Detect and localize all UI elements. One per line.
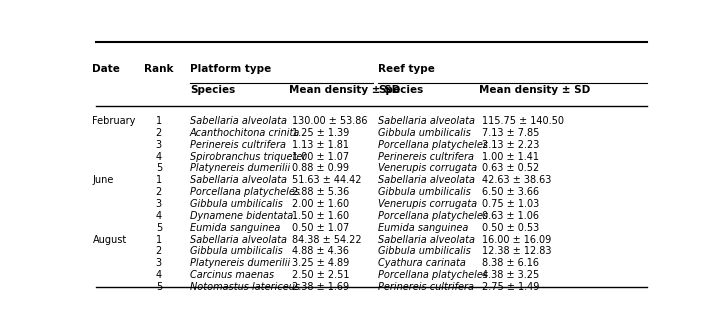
Text: Porcellana platycheles: Porcellana platycheles: [378, 270, 488, 280]
Text: Venerupis corrugata: Venerupis corrugata: [378, 163, 477, 173]
Text: Sabellaria alveolata: Sabellaria alveolata: [378, 175, 475, 185]
Text: 1.00 ± 1.41: 1.00 ± 1.41: [482, 151, 539, 162]
Text: 1.50 ± 1.60: 1.50 ± 1.60: [292, 211, 349, 221]
Text: 3: 3: [156, 140, 162, 150]
Text: Sabellaria alveolata: Sabellaria alveolata: [378, 116, 475, 126]
Text: Porcellana platycheles: Porcellana platycheles: [190, 187, 300, 197]
Text: 5: 5: [156, 163, 162, 173]
Text: Perinereis cultrifera: Perinereis cultrifera: [378, 282, 474, 292]
Text: Notomastus latericeus: Notomastus latericeus: [190, 282, 300, 292]
Text: Gibbula umbilicalis: Gibbula umbilicalis: [190, 247, 283, 256]
Text: 2.13 ± 2.23: 2.13 ± 2.23: [482, 140, 539, 150]
Text: 0.63 ± 1.06: 0.63 ± 1.06: [482, 211, 539, 221]
Text: 4: 4: [156, 151, 162, 162]
Text: 51.63 ± 44.42: 51.63 ± 44.42: [292, 175, 361, 185]
Text: 0.50 ± 1.07: 0.50 ± 1.07: [292, 223, 349, 233]
Text: 1: 1: [156, 116, 162, 126]
Text: 3: 3: [156, 258, 162, 268]
Text: Eumida sanguinea: Eumida sanguinea: [378, 223, 469, 233]
Text: 3.25 ± 4.89: 3.25 ± 4.89: [292, 258, 349, 268]
Text: 0.63 ± 0.52: 0.63 ± 0.52: [482, 163, 539, 173]
Text: Platynereis dumerilii: Platynereis dumerilii: [190, 258, 290, 268]
Text: Perinereis cultrifera: Perinereis cultrifera: [190, 140, 286, 150]
Text: Porcellana platycheles: Porcellana platycheles: [378, 140, 488, 150]
Text: Venerupis corrugata: Venerupis corrugata: [378, 199, 477, 209]
Text: Porcellana platycheles: Porcellana platycheles: [378, 211, 488, 221]
Text: 1.13 ± 1.81: 1.13 ± 1.81: [292, 140, 349, 150]
Text: Spirobranchus triqueter: Spirobranchus triqueter: [190, 151, 306, 162]
Text: 1: 1: [156, 235, 162, 245]
Text: Platform type: Platform type: [190, 64, 271, 74]
Text: Reef type: Reef type: [378, 64, 435, 74]
Text: Gibbula umbilicalis: Gibbula umbilicalis: [378, 128, 471, 138]
Text: Gibbula umbilicalis: Gibbula umbilicalis: [378, 247, 471, 256]
Text: 3: 3: [156, 199, 162, 209]
Text: 0.50 ± 0.53: 0.50 ± 0.53: [482, 223, 539, 233]
Text: June: June: [92, 175, 114, 185]
Text: Gibbula umbilicalis: Gibbula umbilicalis: [190, 199, 283, 209]
Text: 4.88 ± 4.36: 4.88 ± 4.36: [292, 247, 349, 256]
Text: 2.00 ± 1.60: 2.00 ± 1.60: [292, 199, 349, 209]
Text: Eumida sanguinea: Eumida sanguinea: [190, 223, 280, 233]
Text: Sabellaria alveolata: Sabellaria alveolata: [190, 175, 287, 185]
Text: 1: 1: [156, 175, 162, 185]
Text: 5: 5: [156, 282, 162, 292]
Text: 115.75 ± 140.50: 115.75 ± 140.50: [482, 116, 564, 126]
Text: 6.50 ± 3.66: 6.50 ± 3.66: [482, 187, 539, 197]
Text: Perinereis cultrifera: Perinereis cultrifera: [378, 151, 474, 162]
Text: August: August: [92, 235, 127, 245]
Text: Dynamene bidentata: Dynamene bidentata: [190, 211, 293, 221]
Text: Cyathura carinata: Cyathura carinata: [378, 258, 466, 268]
Text: 4: 4: [156, 211, 162, 221]
Text: 0.88 ± 0.99: 0.88 ± 0.99: [292, 163, 349, 173]
Text: Sabellaria alveolata: Sabellaria alveolata: [190, 116, 287, 126]
Text: Species: Species: [190, 85, 235, 95]
Text: Mean density ± SD: Mean density ± SD: [479, 85, 591, 95]
Text: 16.00 ± 16.09: 16.00 ± 16.09: [482, 235, 551, 245]
Text: Sabellaria alveolata: Sabellaria alveolata: [190, 235, 287, 245]
Text: 7.13 ± 7.85: 7.13 ± 7.85: [482, 128, 539, 138]
Text: Platynereis dumerilii: Platynereis dumerilii: [190, 163, 290, 173]
Text: 12.38 ± 12.83: 12.38 ± 12.83: [482, 247, 552, 256]
Text: Date: Date: [92, 64, 121, 74]
Text: 2.88 ± 5.36: 2.88 ± 5.36: [292, 187, 349, 197]
Text: 1.25 ± 1.39: 1.25 ± 1.39: [292, 128, 349, 138]
Text: Acanthochitona crinita: Acanthochitona crinita: [190, 128, 300, 138]
Text: 2.75 ± 1.49: 2.75 ± 1.49: [482, 282, 539, 292]
Text: February: February: [92, 116, 136, 126]
Text: Rank: Rank: [144, 64, 173, 74]
Text: 42.63 ± 38.63: 42.63 ± 38.63: [482, 175, 552, 185]
Text: Gibbula umbilicalis: Gibbula umbilicalis: [378, 187, 471, 197]
Text: 8.38 ± 6.16: 8.38 ± 6.16: [482, 258, 539, 268]
Text: 2.38 ± 1.69: 2.38 ± 1.69: [292, 282, 349, 292]
Text: 0.75 ± 1.03: 0.75 ± 1.03: [482, 199, 539, 209]
Text: Mean density ± SD: Mean density ± SD: [289, 85, 400, 95]
Text: 2: 2: [156, 187, 162, 197]
Text: Sabellaria alveolata: Sabellaria alveolata: [378, 235, 475, 245]
Text: Species: Species: [378, 85, 424, 95]
Text: 2: 2: [156, 247, 162, 256]
Text: 130.00 ± 53.86: 130.00 ± 53.86: [292, 116, 367, 126]
Text: Carcinus maenas: Carcinus maenas: [190, 270, 274, 280]
Text: 2.50 ± 2.51: 2.50 ± 2.51: [292, 270, 349, 280]
Text: 2: 2: [156, 128, 162, 138]
Text: 4.38 ± 3.25: 4.38 ± 3.25: [482, 270, 539, 280]
Text: 1.00 ± 1.07: 1.00 ± 1.07: [292, 151, 349, 162]
Text: 4: 4: [156, 270, 162, 280]
Text: 84.38 ± 54.22: 84.38 ± 54.22: [292, 235, 361, 245]
Text: 5: 5: [156, 223, 162, 233]
